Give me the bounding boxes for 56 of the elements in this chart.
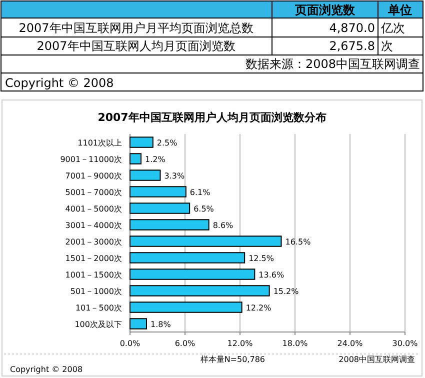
y-tick-label: 501－1000次 — [70, 286, 122, 296]
text: 2007年中国互联网用户月平均页面浏览总数 — [18, 21, 254, 35]
data-label: 2.5% — [156, 138, 178, 148]
y-tick-label: 5001－7000次 — [65, 188, 122, 197]
data-label: 6.5% — [194, 204, 214, 214]
bar — [130, 318, 147, 330]
text: 页面浏览数 — [294, 3, 356, 17]
y-tick-label: 7001－9000次 — [65, 171, 122, 180]
y-tick-label: 4001－5000次 — [65, 204, 122, 214]
x-tick-label: 30.0% — [392, 339, 418, 348]
y-tick-label: 101－500次 — [75, 303, 122, 312]
bar — [130, 202, 190, 214]
bar — [130, 136, 154, 148]
y-tick-label: 1001－1500次 — [65, 270, 122, 280]
x-tick-label: 24.0% — [337, 339, 364, 348]
bar — [130, 219, 210, 230]
data-label: 6.1% — [190, 188, 211, 197]
data-label: 1.8% — [150, 320, 172, 329]
y-tick-label: 9001－11000次 — [60, 154, 122, 164]
text: Copyright © 2008 — [10, 365, 83, 374]
source-note: 数据来源：2008中国互联网调查 — [245, 57, 420, 71]
y-tick-label: 3001－4000次 — [65, 220, 122, 230]
bar — [130, 268, 256, 280]
text: 2,675.8 — [329, 39, 375, 53]
chart-title: 2007年中国互联网用户人均月页面浏览数分布 — [98, 111, 326, 124]
data-label: 3.3% — [164, 171, 185, 180]
text: 亿次 — [380, 21, 405, 35]
data-label: 8.6% — [212, 220, 234, 230]
text: 2008中国互联网调查 — [338, 355, 415, 364]
data-label: 13.6% — [258, 270, 284, 280]
bar — [130, 302, 242, 313]
y-tick-label: 2001－3000次 — [65, 237, 122, 246]
data-label: 1.2% — [145, 154, 166, 164]
bar — [130, 170, 161, 181]
data-label: 16.5% — [285, 237, 312, 246]
text: 单位 — [387, 3, 412, 17]
x-tick-label: 0.0% — [120, 339, 141, 348]
x-tick-label: 6.0% — [174, 339, 196, 348]
text: 样本量N=50,786 — [200, 355, 265, 364]
y-tick-label: 1501－2000次 — [65, 254, 122, 263]
text: 2007年中国互联网人均月页面浏览数 — [36, 39, 236, 53]
text: 4,870.0 — [329, 21, 375, 35]
text: Copyright © 2008 — [5, 76, 114, 90]
bar — [130, 186, 186, 198]
x-tick-label: 18.0% — [282, 339, 308, 348]
bar — [130, 236, 282, 247]
x-tick-label: 12.0% — [227, 339, 254, 348]
data-label: 15.2% — [273, 286, 300, 296]
bar — [130, 252, 246, 264]
bar — [130, 285, 270, 296]
bar — [130, 153, 142, 164]
text: 次 — [381, 39, 393, 53]
data-label: 12.2% — [246, 303, 272, 312]
y-tick-label: 100次及以下 — [74, 320, 122, 329]
y-tick-label: 1101次以上 — [78, 138, 122, 148]
data-label: 12.5% — [248, 254, 274, 263]
